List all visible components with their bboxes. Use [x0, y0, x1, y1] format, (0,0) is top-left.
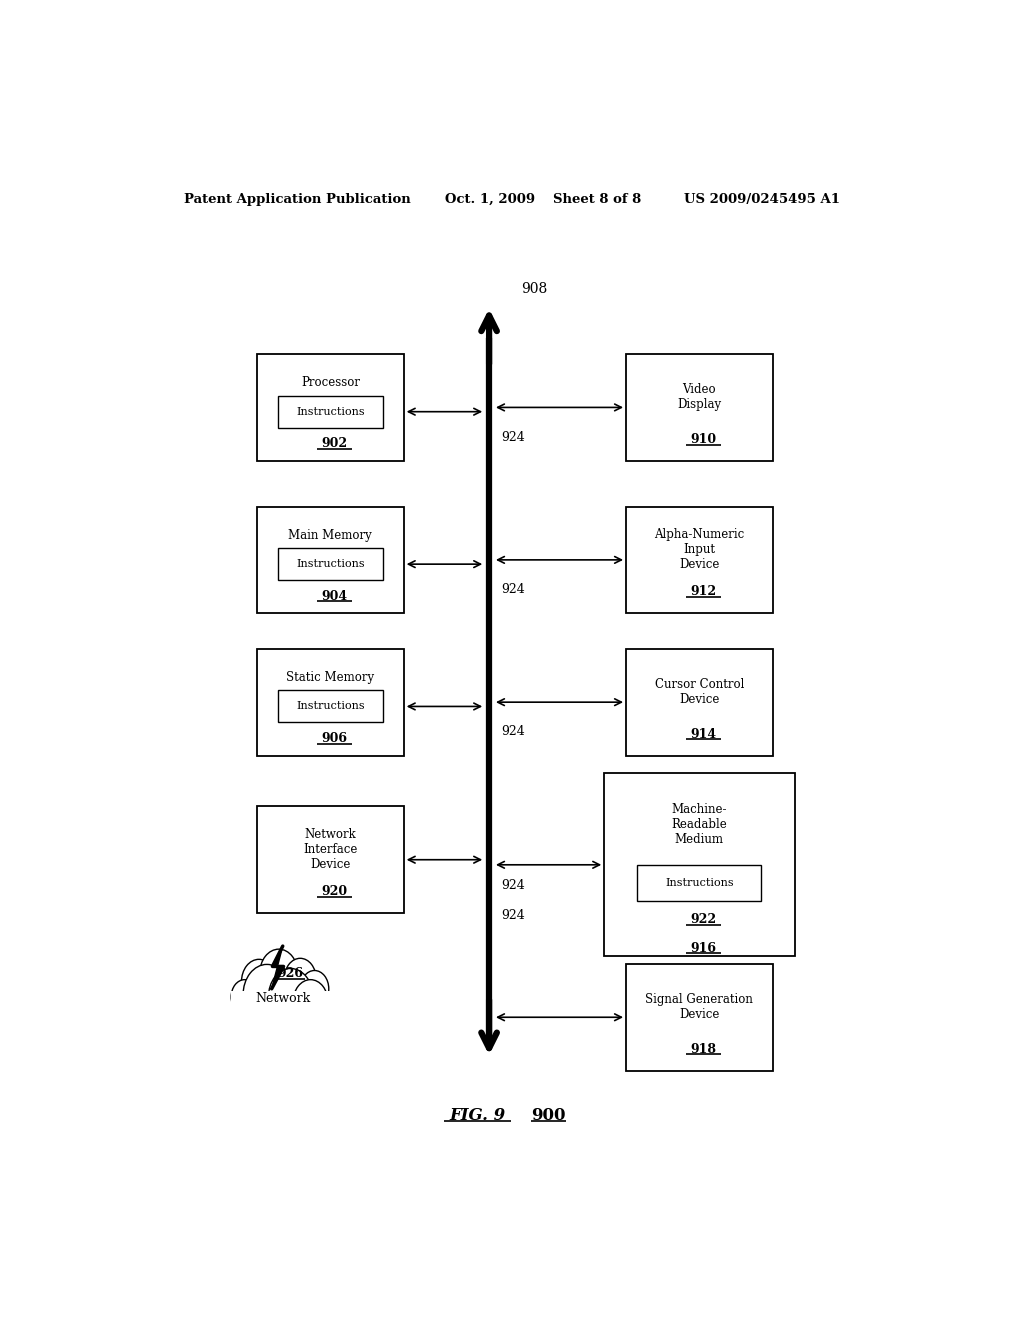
Bar [231, 991, 334, 1030]
Bar [626, 507, 773, 614]
Text: US 2009/0245495 A1: US 2009/0245495 A1 [684, 193, 840, 206]
Bar [257, 807, 403, 913]
Bar [278, 396, 383, 428]
Text: 924: 924 [501, 583, 524, 597]
Bar [604, 774, 795, 956]
Text: 914: 914 [690, 727, 717, 741]
Text: 900: 900 [531, 1107, 566, 1125]
Text: Static Memory: Static Memory [287, 671, 375, 684]
Text: Instructions: Instructions [296, 407, 365, 417]
Text: 908: 908 [521, 281, 547, 296]
Text: Signal Generation
Device: Signal Generation Device [645, 993, 754, 1020]
Text: 904: 904 [322, 590, 347, 603]
Text: Instructions: Instructions [665, 878, 734, 888]
Text: Oct. 1, 2009: Oct. 1, 2009 [445, 193, 536, 206]
Circle shape [231, 979, 258, 1014]
Text: 924: 924 [501, 909, 524, 923]
Text: 902: 902 [322, 437, 347, 450]
Text: 912: 912 [690, 585, 717, 598]
Bar [638, 865, 761, 902]
Text: Sheet 8 of 8: Sheet 8 of 8 [553, 193, 641, 206]
Text: 922: 922 [690, 913, 717, 927]
Circle shape [293, 979, 328, 1024]
Bar [626, 649, 773, 755]
Text: Cursor Control
Device: Cursor Control Device [654, 677, 744, 705]
Text: FIG. 9: FIG. 9 [450, 1107, 505, 1125]
Circle shape [285, 958, 316, 999]
Text: Machine-
Readable
Medium: Machine- Readable Medium [672, 803, 727, 846]
Text: Video
Display: Video Display [677, 383, 722, 411]
Circle shape [300, 970, 329, 1007]
Bar [257, 507, 403, 614]
Text: 924: 924 [501, 726, 524, 738]
Circle shape [268, 969, 313, 1026]
Text: Main Memory: Main Memory [289, 529, 373, 541]
Bar [626, 964, 773, 1071]
Text: 906: 906 [322, 733, 347, 744]
Text: Patent Application Publication: Patent Application Publication [183, 193, 411, 206]
Text: Network: Network [255, 993, 310, 1006]
Bar [626, 354, 773, 461]
Text: 918: 918 [690, 1043, 717, 1056]
Bar [278, 690, 383, 722]
Text: 924: 924 [501, 879, 524, 891]
Text: 920: 920 [322, 886, 347, 898]
Text: Instructions: Instructions [296, 560, 365, 569]
Circle shape [243, 965, 291, 1026]
Bar [278, 548, 383, 581]
Text: 926: 926 [278, 968, 304, 979]
Text: Instructions: Instructions [296, 701, 365, 711]
Circle shape [242, 960, 276, 1005]
Text: Processor: Processor [301, 376, 359, 389]
Bar [257, 354, 403, 461]
Text: Network
Interface
Device: Network Interface Device [303, 828, 357, 871]
Text: 916: 916 [690, 941, 717, 954]
Text: 910: 910 [690, 433, 717, 446]
Polygon shape [271, 946, 284, 989]
Text: 924: 924 [501, 430, 524, 444]
Bar [257, 649, 403, 755]
Circle shape [260, 949, 298, 998]
Text: Alpha-Numeric
Input
Device: Alpha-Numeric Input Device [654, 528, 744, 570]
